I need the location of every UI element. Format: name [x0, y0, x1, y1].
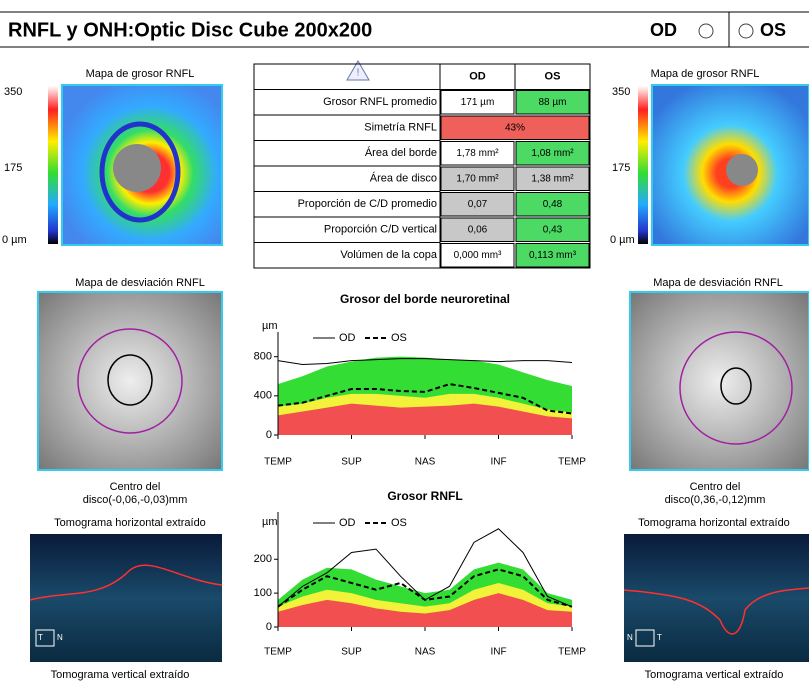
tomogram	[624, 534, 809, 662]
x-tick-label: SUP	[341, 647, 362, 658]
legend-label: OS	[391, 517, 407, 529]
report: RNFL y ONH:Optic Disc Cube 200x200 OD OS…	[0, 0, 809, 682]
y-tick-label: 200	[254, 553, 272, 565]
table-value: 0,48	[543, 199, 563, 210]
radio-os[interactable]	[739, 24, 753, 38]
table-value: 43%	[505, 122, 525, 133]
tomo-label: N	[627, 633, 633, 642]
x-tick-label: TEMP	[558, 457, 586, 468]
y-tick-label: 100	[254, 587, 272, 599]
row-label: Proporción C/D vertical	[324, 224, 437, 236]
panel-title: Mapa de grosor RNFL	[86, 68, 195, 80]
disc-center: Centro del disco(0,36,-0,12)mm	[640, 481, 790, 507]
x-tick-label: NAS	[415, 647, 436, 658]
panel-title: Mapa de desviación RNFL	[653, 277, 783, 289]
x-tick-label: SUP	[341, 457, 362, 468]
y-tick-label: 0	[266, 621, 272, 633]
eye-os[interactable]: OS	[760, 20, 786, 40]
optic-disc	[726, 154, 758, 186]
row-label: Grosor RNFL promedio	[323, 96, 437, 108]
row-label: Área del borde	[365, 146, 437, 159]
panel-title: Mapa de desviación RNFL	[75, 277, 205, 289]
table-header: OS	[545, 71, 561, 83]
deviation-map	[630, 292, 809, 470]
table-value: 0,07	[468, 199, 488, 210]
table-value: 1,08 mm²	[531, 148, 574, 159]
table-value: 0,06	[468, 224, 488, 235]
y-tick-label: 400	[254, 390, 272, 402]
x-tick-label: NAS	[415, 457, 436, 468]
scale-label: 350	[612, 86, 630, 98]
scale-label: 0 µm	[2, 234, 27, 246]
table-value: 1,70 mm²	[456, 173, 499, 184]
table-value: 171 µm	[461, 97, 495, 108]
x-tick-label: INF	[490, 457, 506, 468]
y-axis-label: µm	[262, 320, 278, 332]
eye-od[interactable]: OD	[650, 20, 677, 40]
chart-title: Grosor RNFL	[387, 489, 462, 503]
table-value: 88 µm	[539, 97, 567, 108]
color-scale	[638, 86, 648, 244]
y-tick-label: 0	[266, 429, 272, 441]
legend-label: OS	[391, 332, 407, 344]
deviation-map	[38, 292, 222, 470]
scale-label: 175	[4, 162, 22, 174]
tomogram	[30, 534, 222, 662]
page: RNFL y ONH:Optic Disc Cube 200x200 OD OS…	[0, 0, 809, 682]
table-value: 1,78 mm²	[456, 148, 499, 159]
table-header: OD	[469, 71, 486, 83]
y-axis-label: µm	[262, 516, 278, 528]
color-scale	[48, 86, 58, 244]
row-label: Volúmen de la copa	[340, 249, 438, 261]
legend-label: OD	[339, 517, 356, 529]
table-value: 0,113 mm³	[529, 250, 577, 261]
radio-od[interactable]	[699, 24, 713, 38]
table-value: 0,43	[543, 224, 563, 235]
table-value: 1,38 mm²	[531, 173, 574, 184]
row-label: Simetría RNFL	[364, 122, 437, 134]
header-title: RNFL y ONH:Optic Disc Cube 200x200	[8, 19, 372, 41]
legend-label: OD	[339, 332, 356, 344]
panel-title: Tomograma horizontal extraído	[638, 517, 790, 529]
panel-title: Tomograma vertical extraído	[51, 669, 190, 681]
scale-label: 175	[612, 162, 630, 174]
x-tick-label: TEMP	[558, 647, 586, 658]
x-tick-label: TEMP	[264, 457, 292, 468]
chart-title: Grosor del borde neuroretinal	[340, 292, 510, 306]
scale-label: 350	[4, 86, 22, 98]
disc-center: Centro del disco(-0,06,-0,03)mm	[60, 481, 210, 507]
optic-disc	[113, 144, 161, 192]
x-tick-label: INF	[490, 647, 506, 658]
warning-mark: !	[357, 68, 360, 79]
scale-label: 0 µm	[610, 234, 635, 246]
panel-title: Tomograma vertical extraído	[645, 669, 784, 681]
tomo-label: T	[38, 633, 43, 642]
row-label: Área de disco	[370, 172, 437, 185]
table-value: 0,000 mm³	[454, 250, 502, 261]
x-tick-label: TEMP	[264, 647, 292, 658]
tomo-label: T	[657, 633, 662, 642]
panel-title: Mapa de grosor RNFL	[651, 68, 760, 80]
tomo-label: N	[57, 633, 63, 642]
y-tick-label: 800	[254, 351, 272, 363]
panel-title: Tomograma horizontal extraído	[54, 517, 206, 529]
row-label: Proporción de C/D promedio	[298, 198, 437, 210]
